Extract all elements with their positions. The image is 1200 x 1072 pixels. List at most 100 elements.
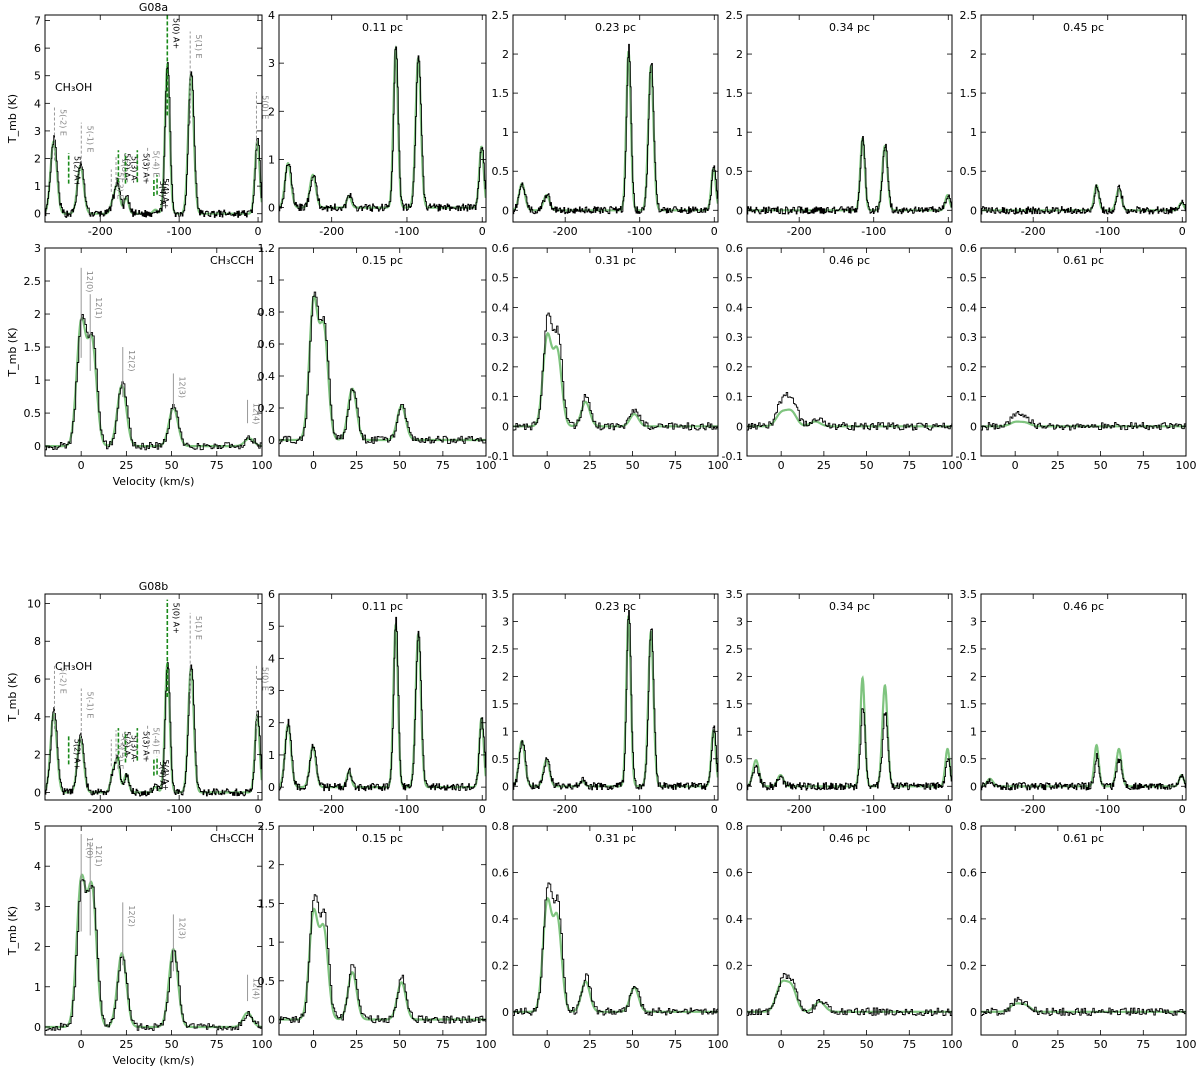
line-marker: 5(-4) E — [147, 147, 161, 181]
y-tick-label: 0 — [268, 1014, 275, 1027]
plot-frame — [512, 247, 719, 457]
y-tick-label: 0 — [268, 434, 275, 447]
plot-frame — [44, 247, 263, 457]
y-tick-label: 2 — [34, 749, 41, 762]
marker-label: 5(1) E — [194, 616, 203, 640]
model-spectrum — [747, 408, 952, 428]
line-marker: 5(-3) E — [110, 169, 124, 200]
line-marker: 5(-4) E — [147, 724, 161, 759]
x-tick-label: 100 — [252, 1038, 273, 1051]
y-tick-label: 1 — [268, 274, 275, 287]
line-marker: 12(3) — [172, 373, 186, 411]
model-spectrum — [513, 615, 718, 788]
marker-label: 12(2) — [127, 905, 136, 927]
y-tick-label: 1.5 — [960, 87, 978, 100]
x-tick-label: 0 — [1179, 803, 1186, 816]
line-marker: 5(2) A- — [117, 728, 131, 761]
y-tick-label: 8 — [34, 635, 41, 648]
line-marker: 5(-1) E — [80, 122, 94, 169]
y-tick-label: 2 — [736, 670, 743, 683]
x-tick-label: -100 — [394, 803, 419, 816]
panel-g08a-ch3cch-3-plot — [513, 312, 718, 431]
y-tick-label: 0.2 — [726, 361, 744, 374]
panel-g08b-ch3oh-3: 0 0.5 1 1.5 2 2.5 3 3.5 -200 -100 0 0.23 pc — [492, 588, 719, 816]
y-tick-label: 2.5 — [960, 643, 978, 656]
marker-label: 5(-3) E — [115, 173, 124, 200]
x-tick-label: -200 — [319, 225, 344, 238]
x-tick-label: 100 — [708, 1038, 729, 1051]
line-marker: 5(-2) E — [53, 663, 67, 729]
y-tick-label: 0 — [34, 208, 41, 221]
model-spectrum — [513, 896, 718, 1013]
y-tick-label: 0.4 — [258, 370, 276, 383]
y-tick-label: 10 — [27, 597, 41, 610]
plot-frame — [746, 593, 953, 801]
x-tick-label: -100 — [627, 803, 652, 816]
panel-title: 0.15 pc — [362, 832, 403, 845]
marker-label: 5(-1) E — [85, 126, 94, 153]
y-tick-label: 1 — [736, 725, 743, 738]
marker-label: 5(-4) E — [152, 727, 161, 754]
y-tick-label: 1 — [34, 374, 41, 387]
x-tick-label: 75 — [902, 1038, 916, 1051]
marker-label: 5(-3) E — [115, 743, 124, 770]
line-marker: 5(-2) E — [53, 106, 67, 161]
y-tick-label: 0 — [502, 204, 509, 217]
panel-g08a-ch3cch-2: 0 0.2 0.4 0.6 0.8 1 1.2 0 25 50 75 100 0.15 pc — [258, 242, 497, 472]
y-tick-label: 4 — [268, 9, 275, 22]
marker-label: 5(3) A+ — [141, 731, 150, 762]
model-spectrum — [981, 743, 1186, 788]
panel-title: 0.23 pc — [595, 21, 636, 34]
line-marker: 5(0) E — [255, 92, 269, 154]
y-tick-label: 2 — [502, 48, 509, 61]
panel-g08b-ch3cch-5-plot — [981, 996, 1186, 1016]
panel-g08b-ch3cch-5: 0 0.2 0.4 0.6 0.8 0 25 50 75 100 0.61 pc — [960, 820, 1197, 1051]
y-tick-label: 0 — [34, 1021, 41, 1034]
y-tick-label: 0.6 — [726, 242, 744, 255]
molecule-label: CH₃CCH — [210, 832, 254, 845]
x-tick-label: 50 — [1094, 459, 1108, 472]
observed-spectrum — [279, 894, 486, 1024]
marker-label: 5(2) A+ — [73, 739, 82, 770]
panel-title: 0.45 pc — [1063, 21, 1104, 34]
line-marker: 5(2) A+ — [67, 735, 82, 770]
panel-g08a-ch3cch-4-plot — [747, 391, 952, 431]
y-tick-label: 0 — [970, 204, 977, 217]
panel-g08b-ch3oh-4-plot — [747, 675, 952, 791]
panel-g08a-ch3oh-2: 0 1 2 3 4 -200 -100 0 0.11 pc — [268, 9, 487, 238]
y-tick-label: 3.5 — [726, 588, 744, 601]
y-tick-label: 0.8 — [726, 820, 744, 833]
x-tick-label: -100 — [861, 803, 886, 816]
y-tick-label: 3 — [268, 57, 275, 70]
y-tick-label: 0.6 — [492, 866, 510, 879]
marker-label: 12(0) — [85, 271, 94, 293]
y-tick-label: 0 — [268, 781, 275, 794]
y-tick-label: 0 — [736, 780, 743, 793]
y-tick-label: 2 — [268, 717, 275, 730]
line-marker: 5(3) A+ — [136, 728, 150, 762]
panel-title: 0.46 pc — [829, 832, 870, 845]
model-spectrum — [747, 135, 952, 212]
y-tick-label: 6 — [34, 42, 41, 55]
x-tick-label: 50 — [1094, 1038, 1108, 1051]
observed-spectrum — [747, 972, 952, 1016]
line-marker: 5(0) E — [255, 663, 269, 729]
panel-title: 0.15 pc — [362, 254, 403, 267]
y-tick-label: 1.5 — [492, 698, 510, 711]
model-spectrum — [513, 331, 718, 428]
x-tick-label: 0 — [544, 459, 551, 472]
y-tick-label: 1 — [268, 749, 275, 762]
x-tick-label: 75 — [210, 1038, 224, 1051]
marker-label: 5(-4) E — [152, 150, 161, 177]
line-marker: 5(0) A+ — [166, 15, 180, 116]
panel-g08a-ch3cch-1-plot — [45, 313, 262, 451]
y-tick-label: 2 — [34, 153, 41, 166]
line-marker: 5(3) E — [115, 155, 129, 186]
x-tick-label: 75 — [1136, 1038, 1150, 1051]
x-tick-label: 0 — [479, 803, 486, 816]
y-tick-label: 2 — [970, 48, 977, 61]
x-tick-label: 25 — [119, 1038, 133, 1051]
source-title: G08b — [139, 580, 169, 593]
plot-frame — [44, 825, 263, 1036]
